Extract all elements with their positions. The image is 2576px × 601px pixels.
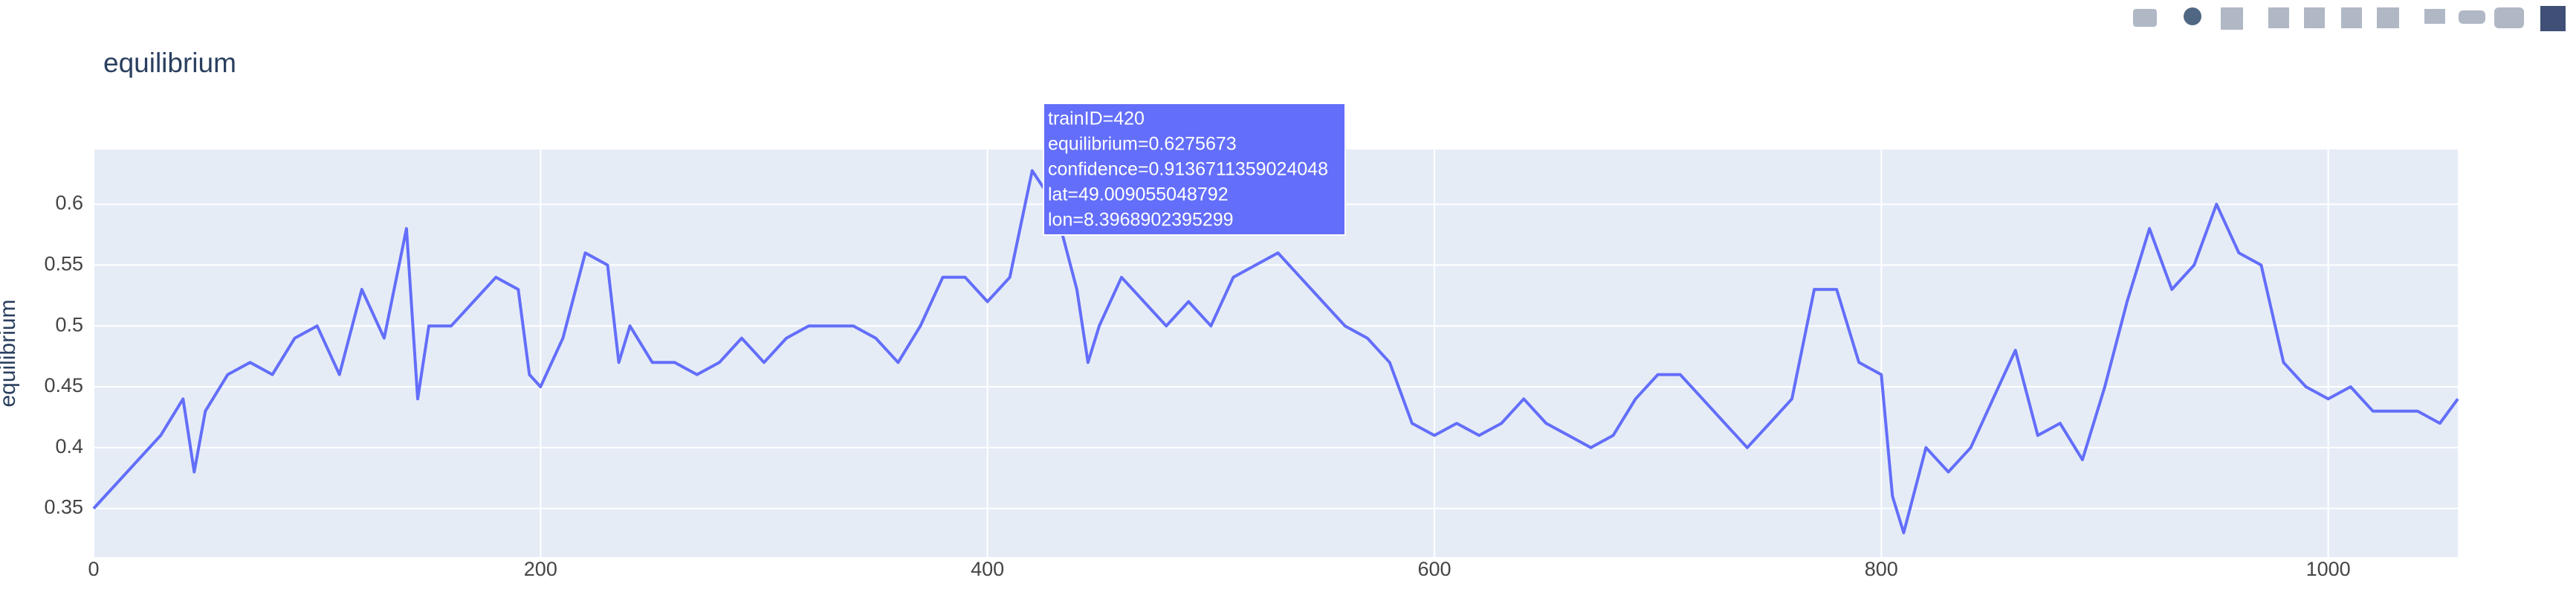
pan-button[interactable] xyxy=(2221,7,2243,30)
reset-button[interactable] xyxy=(2377,7,2399,28)
y-tick-label: 0.45 xyxy=(44,374,83,396)
hover-text: confidence=0.9136711359024048 xyxy=(1048,159,1328,180)
y-tick-label: 0.6 xyxy=(55,192,83,214)
plotly-logo[interactable] xyxy=(2540,6,2566,31)
y-tick-label: 0.55 xyxy=(44,253,83,275)
hover-text: lat=49.009055048792 xyxy=(1048,184,1229,205)
data-line xyxy=(92,169,2459,535)
camera-button[interactable] xyxy=(2133,9,2157,27)
hover-closest-button[interactable] xyxy=(2459,10,2485,24)
zoom-button[interactable] xyxy=(2184,7,2201,25)
modebar[interactable] xyxy=(2133,6,2566,31)
chart-title: equilibrium xyxy=(103,48,236,78)
zoom-in-button[interactable] xyxy=(2268,7,2289,28)
hover-text: equilibrium=0.6275673 xyxy=(1048,134,1237,155)
hover-box xyxy=(1043,103,1346,236)
x-tick-label: 200 xyxy=(524,558,557,580)
x-tick-label: 0 xyxy=(88,558,99,580)
y-tick-label: 0.35 xyxy=(44,496,83,518)
x-tick-label: 1000 xyxy=(2306,558,2351,580)
autoscale-button[interactable] xyxy=(2341,7,2362,28)
y-axis-title: equilibrium xyxy=(0,299,20,407)
hover-text: lon=8.3968902395299 xyxy=(1048,210,1234,231)
y-tick-label: 0.5 xyxy=(55,313,83,335)
x-tick-label: 600 xyxy=(1417,558,1451,580)
x-tick-label: 400 xyxy=(971,558,1004,580)
x-tick-label: 800 xyxy=(1865,558,1898,580)
zoom-out-button[interactable] xyxy=(2304,7,2325,28)
spike-button[interactable] xyxy=(2424,9,2445,24)
hover-compare-button[interactable] xyxy=(2494,7,2524,28)
hover-text: trainID=420 xyxy=(1048,109,1145,129)
y-tick-label: 0.4 xyxy=(55,435,83,457)
